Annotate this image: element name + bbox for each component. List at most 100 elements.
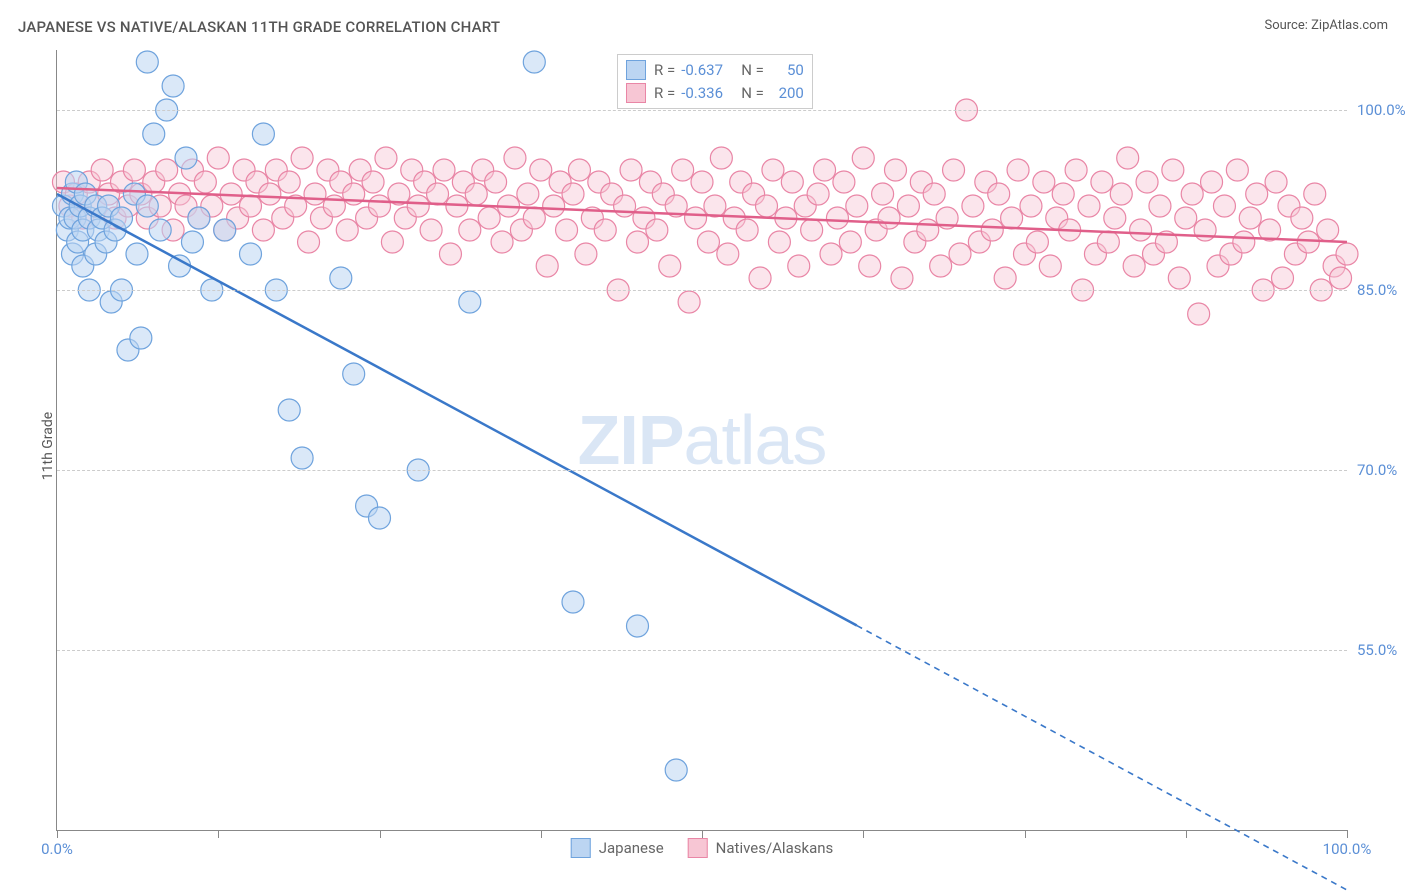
- legend-swatch: [571, 838, 591, 858]
- data-point-japanese: [252, 123, 274, 145]
- data-point-natives-alaskans: [1033, 171, 1055, 193]
- x-tick: [1347, 830, 1348, 838]
- data-point-natives-alaskans: [1117, 147, 1139, 169]
- data-point-natives-alaskans: [820, 243, 842, 265]
- data-point-natives-alaskans: [807, 183, 829, 205]
- x-tick-label: 100.0%: [1323, 840, 1372, 858]
- data-point-natives-alaskans: [407, 195, 429, 217]
- data-point-japanese: [188, 207, 210, 229]
- data-point-japanese: [330, 267, 352, 289]
- chart-title: JAPANESE VS NATIVE/ALASKAN 11TH GRADE CO…: [18, 18, 500, 36]
- source-link[interactable]: ZipAtlas.com: [1311, 18, 1388, 33]
- data-point-natives-alaskans: [420, 219, 442, 241]
- data-point-natives-alaskans: [536, 255, 558, 277]
- data-point-natives-alaskans: [1039, 255, 1061, 277]
- data-point-japanese: [149, 219, 171, 241]
- data-point-natives-alaskans: [988, 183, 1010, 205]
- data-point-japanese: [169, 255, 191, 277]
- legend-n-value: 50: [770, 59, 804, 82]
- data-point-natives-alaskans: [594, 219, 616, 241]
- plot-area: ZIPatlas R =-0.637N =50R =-0.336N =200 J…: [56, 50, 1347, 831]
- data-point-natives-alaskans: [614, 195, 636, 217]
- data-point-natives-alaskans: [878, 207, 900, 229]
- legend-r-label: R =: [654, 82, 675, 105]
- data-point-natives-alaskans: [381, 231, 403, 253]
- legend-n-value: 200: [770, 82, 804, 105]
- data-point-natives-alaskans: [1078, 195, 1100, 217]
- data-point-japanese: [126, 243, 148, 265]
- data-point-natives-alaskans: [1130, 219, 1152, 241]
- data-point-natives-alaskans: [839, 231, 861, 253]
- data-point-natives-alaskans: [1091, 171, 1113, 193]
- data-point-natives-alaskans: [298, 231, 320, 253]
- legend-label: Natives/Alaskans: [716, 839, 834, 857]
- data-point-natives-alaskans: [304, 183, 326, 205]
- data-point-japanese: [459, 291, 481, 313]
- data-point-natives-alaskans: [891, 267, 913, 289]
- data-point-natives-alaskans: [710, 147, 732, 169]
- data-point-natives-alaskans: [1233, 231, 1255, 253]
- data-point-natives-alaskans: [949, 243, 971, 265]
- data-point-japanese: [291, 447, 313, 469]
- data-point-natives-alaskans: [620, 159, 642, 181]
- data-point-natives-alaskans: [1162, 159, 1184, 181]
- data-point-natives-alaskans: [556, 219, 578, 241]
- gridline-h: [57, 290, 1347, 291]
- data-point-natives-alaskans: [1149, 195, 1171, 217]
- data-point-japanese: [175, 147, 197, 169]
- data-point-natives-alaskans: [259, 183, 281, 205]
- data-point-japanese: [143, 123, 165, 145]
- chart-container: JAPANESE VS NATIVE/ALASKAN 11TH GRADE CO…: [0, 0, 1406, 892]
- data-point-natives-alaskans: [336, 219, 358, 241]
- data-point-japanese: [627, 615, 649, 637]
- data-point-natives-alaskans: [833, 171, 855, 193]
- data-point-natives-alaskans: [736, 219, 758, 241]
- plot-svg: [57, 50, 1347, 830]
- legend-series: Japanese Natives/Alaskans: [571, 838, 834, 858]
- data-point-natives-alaskans: [859, 255, 881, 277]
- data-point-natives-alaskans: [697, 231, 719, 253]
- x-tick: [218, 830, 219, 838]
- data-point-natives-alaskans: [478, 207, 500, 229]
- data-point-natives-alaskans: [826, 207, 848, 229]
- y-tick-label: 100.0%: [1357, 101, 1406, 119]
- data-point-natives-alaskans: [1026, 231, 1048, 253]
- x-tick: [1025, 830, 1026, 838]
- data-point-natives-alaskans: [981, 219, 1003, 241]
- data-point-natives-alaskans: [1097, 231, 1119, 253]
- data-point-natives-alaskans: [491, 231, 513, 253]
- data-point-japanese: [214, 219, 236, 241]
- y-axis-label: 11th Grade: [40, 412, 56, 480]
- data-point-natives-alaskans: [1330, 267, 1352, 289]
- legend-n-label: N =: [741, 59, 764, 82]
- data-point-natives-alaskans: [1110, 183, 1132, 205]
- data-point-natives-alaskans: [801, 219, 823, 241]
- data-point-japanese: [343, 363, 365, 385]
- data-point-natives-alaskans: [568, 159, 590, 181]
- data-point-natives-alaskans: [788, 255, 810, 277]
- data-point-natives-alaskans: [485, 171, 507, 193]
- legend-label: Japanese: [599, 839, 664, 857]
- data-point-japanese: [181, 231, 203, 253]
- legend-item: Japanese: [571, 838, 664, 858]
- source-attribution: Source: ZipAtlas.com: [1264, 18, 1388, 33]
- x-tick: [541, 830, 542, 838]
- data-point-natives-alaskans: [768, 231, 790, 253]
- data-point-natives-alaskans: [717, 243, 739, 265]
- data-point-japanese: [130, 327, 152, 349]
- data-point-natives-alaskans: [369, 195, 391, 217]
- data-point-natives-alaskans: [678, 291, 700, 313]
- data-point-natives-alaskans: [756, 195, 778, 217]
- data-point-natives-alaskans: [1194, 219, 1216, 241]
- data-point-natives-alaskans: [465, 183, 487, 205]
- data-point-japanese: [562, 591, 584, 613]
- y-tick-label: 85.0%: [1357, 281, 1406, 299]
- data-point-japanese: [665, 759, 687, 781]
- data-point-natives-alaskans: [781, 171, 803, 193]
- data-point-natives-alaskans: [433, 159, 455, 181]
- data-point-japanese: [278, 399, 300, 421]
- data-point-natives-alaskans: [517, 183, 539, 205]
- data-point-japanese: [162, 75, 184, 97]
- data-point-natives-alaskans: [1291, 207, 1313, 229]
- legend-swatch: [688, 838, 708, 858]
